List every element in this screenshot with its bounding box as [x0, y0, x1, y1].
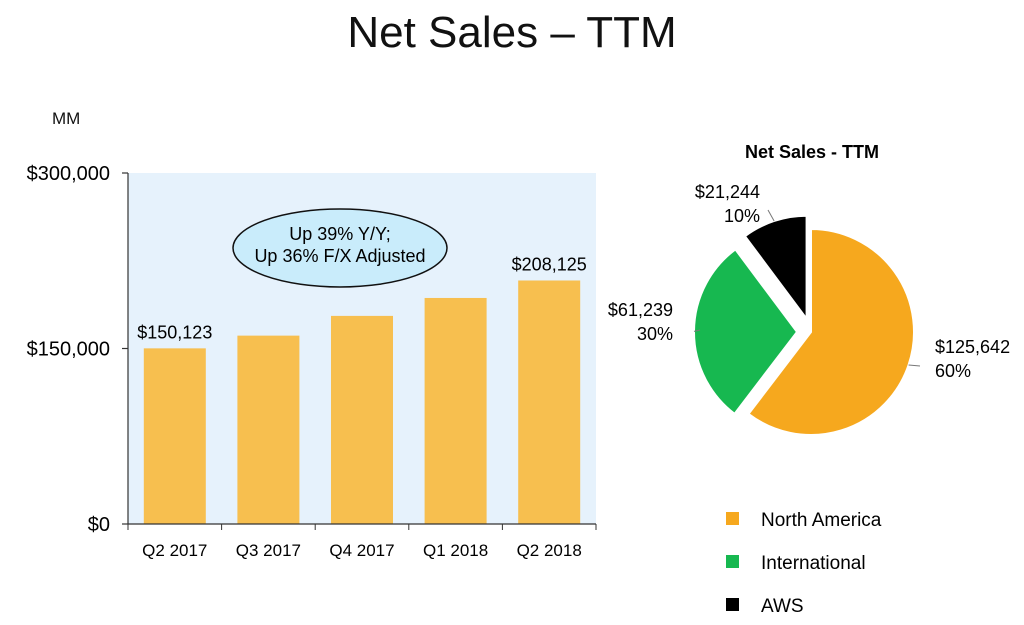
bars [143, 280, 581, 524]
x-axis: Q2 2017 Q3 2017 Q4 2017 Q1 2018 Q2 2018 [127, 523, 597, 560]
y-axis: $0 $150,000 $300,000 [27, 163, 129, 536]
x-tick-label: Q2 2017 [142, 541, 207, 560]
legend-swatch-aws [726, 598, 739, 611]
pie-labels: $125,642 60% $61,239 30% $21,244 10% [608, 182, 1010, 381]
bar-chart: $150,123 $208,125 $0 $150,000 $300,000 Q2 2… [27, 163, 597, 560]
y-tick-label: $0 [88, 514, 110, 536]
y-tick-label: $150,000 [27, 339, 110, 361]
bar-data-label: $150,123 [137, 322, 212, 342]
legend-swatch-north-america [726, 512, 739, 525]
pie-slice-north-america [747, 227, 915, 436]
pie-leader-line [908, 364, 921, 367]
pie-value-label: $125,642 [935, 337, 1010, 357]
x-tick-label: Q4 2017 [329, 541, 394, 560]
legend-swatch-international [726, 555, 739, 568]
callout: Up 39% Y/Y; Up 36% F/X Adjusted [232, 208, 448, 288]
x-tick-label: Q2 2018 [517, 541, 582, 560]
pie-chart: Net Sales - TTM $125,642 60% $61,239 30% $21… [608, 142, 1010, 617]
pie-value-label: $61,239 [608, 300, 673, 320]
pie-legend: North America International AWS [726, 510, 882, 617]
bar-q1-2018 [424, 297, 487, 524]
legend-label: North America [761, 510, 882, 531]
bar-q2-2018 [518, 280, 581, 524]
pie-percent-label: 10% [724, 206, 760, 226]
pie-title: Net Sales - TTM [745, 142, 879, 162]
pie-value-label: $21,244 [695, 182, 760, 202]
legend-label: AWS [761, 596, 804, 617]
page-title: Net Sales – TTM [347, 8, 677, 57]
pie-slices [693, 214, 915, 436]
pie-slice-aws [743, 214, 808, 322]
pie-leader-line [693, 329, 701, 332]
bar-q2-2017 [143, 348, 206, 524]
legend-label: International [761, 553, 866, 574]
pie-percent-label: 30% [637, 324, 673, 344]
pie-leader-line [767, 209, 775, 222]
callout-line-1: Up 39% Y/Y; [289, 224, 391, 244]
bar-data-label: $208,125 [512, 254, 587, 274]
bar-q3-2017 [237, 335, 300, 524]
callout-ellipse [232, 208, 448, 288]
unit-label: MM [52, 109, 81, 128]
x-tick-label: Q3 2017 [236, 541, 301, 560]
callout-line-2: Up 36% F/X Adjusted [254, 246, 425, 266]
bar-data-labels: $150,123 $208,125 [137, 254, 586, 342]
y-tick-label: $300,000 [27, 163, 110, 185]
bar-q4-2017 [331, 315, 393, 524]
pie-percent-label: 60% [935, 361, 971, 381]
x-tick-label: Q1 2018 [423, 541, 488, 560]
